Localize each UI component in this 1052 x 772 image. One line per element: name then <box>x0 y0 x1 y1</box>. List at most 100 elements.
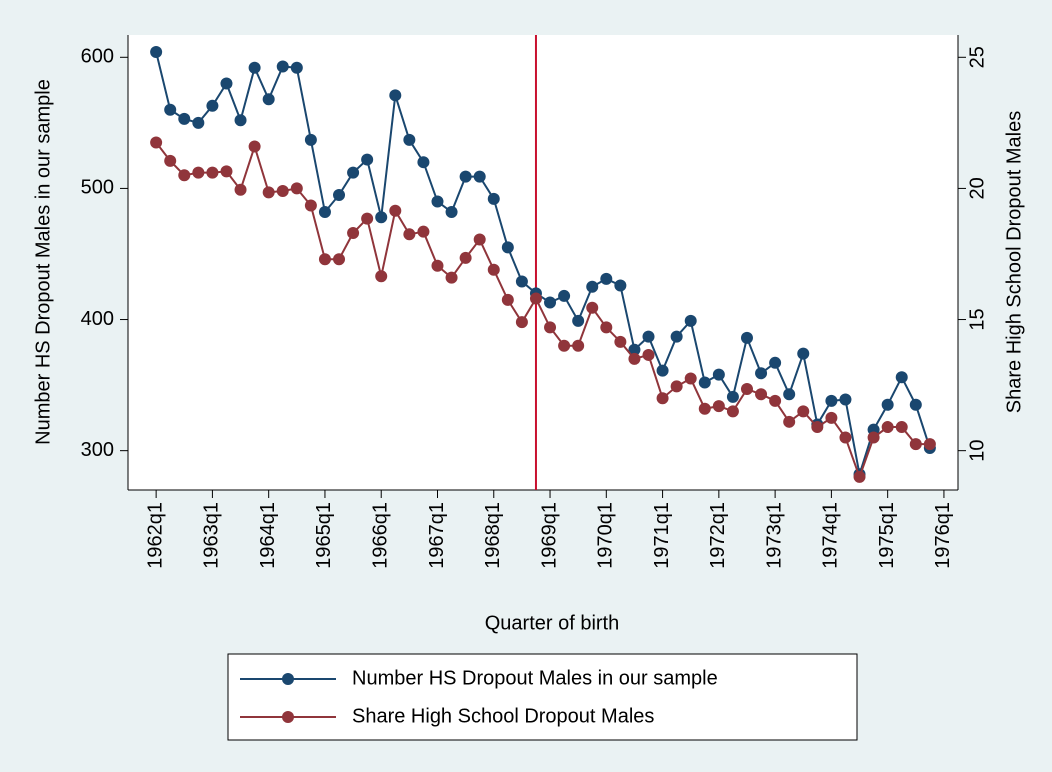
series-marker <box>164 154 177 167</box>
series-marker <box>473 170 486 183</box>
series-marker <box>572 314 585 327</box>
series-marker <box>248 61 261 74</box>
x-tick-label: 1968q1 <box>482 502 504 569</box>
series-marker <box>192 166 205 179</box>
series-marker <box>628 352 641 365</box>
x-tick-label: 1970q1 <box>595 502 617 569</box>
series-marker <box>544 321 557 334</box>
series-marker <box>558 289 571 302</box>
series-marker <box>642 330 655 343</box>
y2-axis-title: Share High School Dropout Males <box>1003 111 1025 413</box>
series-marker <box>755 388 768 401</box>
series-marker <box>515 275 528 288</box>
series-marker <box>220 77 233 90</box>
x-tick-label: 1974q1 <box>820 502 842 569</box>
x-tick-label: 1966q1 <box>370 502 392 569</box>
x-tick-label: 1973q1 <box>763 502 785 569</box>
x-tick-label: 1962q1 <box>144 502 166 569</box>
series-marker <box>501 293 514 306</box>
y-tick-label: 400 <box>81 308 114 330</box>
series-marker <box>431 259 444 272</box>
series-marker <box>445 206 458 219</box>
x-tick-label: 1975q1 <box>876 502 898 569</box>
y-tick-label: 600 <box>81 46 114 68</box>
x-tick-label: 1972q1 <box>707 502 729 569</box>
series-marker <box>670 330 683 343</box>
series-marker <box>684 372 697 385</box>
series-marker <box>544 296 557 309</box>
plot-area <box>128 35 958 490</box>
series-marker <box>783 415 796 428</box>
series-marker <box>642 348 655 361</box>
series-marker <box>262 93 275 106</box>
series-marker <box>797 347 810 360</box>
series-marker <box>262 186 275 199</box>
series-marker <box>572 339 585 352</box>
series-marker <box>375 211 388 224</box>
y-tick-label: 300 <box>81 439 114 461</box>
series-marker <box>558 339 571 352</box>
series-marker <box>909 398 922 411</box>
series-marker <box>206 99 219 112</box>
series-marker <box>726 390 739 403</box>
y-tick-label: 500 <box>81 177 114 199</box>
x-tick-label: 1976q1 <box>932 502 954 569</box>
x-tick-label: 1964q1 <box>257 502 279 569</box>
y2-tick-label: 10 <box>966 440 988 462</box>
y2-tick-label: 20 <box>966 177 988 199</box>
series-marker <box>445 271 458 284</box>
series-marker <box>755 367 768 380</box>
series-marker <box>684 314 697 327</box>
series-marker <box>290 182 303 195</box>
series-marker <box>347 226 360 239</box>
legend-box <box>227 653 858 741</box>
series-marker <box>614 279 627 292</box>
y2-tick-label: 25 <box>966 46 988 68</box>
legend-marker <box>282 711 294 723</box>
x-tick-label: 1969q1 <box>538 502 560 569</box>
series-marker <box>656 392 669 405</box>
series-marker <box>853 470 866 483</box>
series-marker <box>923 438 936 451</box>
series-marker <box>600 272 613 285</box>
series-marker <box>881 398 894 411</box>
series-marker <box>150 136 163 149</box>
series-marker <box>417 225 430 238</box>
series-marker <box>473 233 486 246</box>
series-marker <box>318 253 331 266</box>
series-marker <box>178 112 191 125</box>
legend-label: Share High School Dropout Males <box>352 705 654 727</box>
series-marker <box>501 241 514 254</box>
series-marker <box>276 185 289 198</box>
series-marker <box>740 331 753 344</box>
series-marker <box>347 166 360 179</box>
series-marker <box>881 421 894 434</box>
series-marker <box>459 170 472 183</box>
series-marker <box>670 380 683 393</box>
series-marker <box>811 421 824 434</box>
series-marker <box>839 393 852 406</box>
series-marker <box>403 228 416 241</box>
series-marker <box>403 133 416 146</box>
series-marker <box>783 388 796 401</box>
series-marker <box>220 165 233 178</box>
series-marker <box>248 140 261 153</box>
x-tick-label: 1965q1 <box>313 502 335 569</box>
series-marker <box>769 356 782 369</box>
series-marker <box>178 169 191 182</box>
series-marker <box>740 383 753 396</box>
series-marker <box>825 411 838 424</box>
series-marker <box>586 280 599 293</box>
series-marker <box>459 251 472 264</box>
series-marker <box>333 253 346 266</box>
series-marker <box>895 371 908 384</box>
series-marker <box>164 103 177 116</box>
x-axis-title: Quarter of birth <box>485 612 620 634</box>
series-marker <box>839 431 852 444</box>
legend-label: Number HS Dropout Males in our sample <box>352 667 718 689</box>
series-marker <box>628 343 641 356</box>
series-marker <box>304 133 317 146</box>
series-marker <box>206 166 219 179</box>
series-marker <box>797 405 810 418</box>
series-marker <box>361 212 374 225</box>
